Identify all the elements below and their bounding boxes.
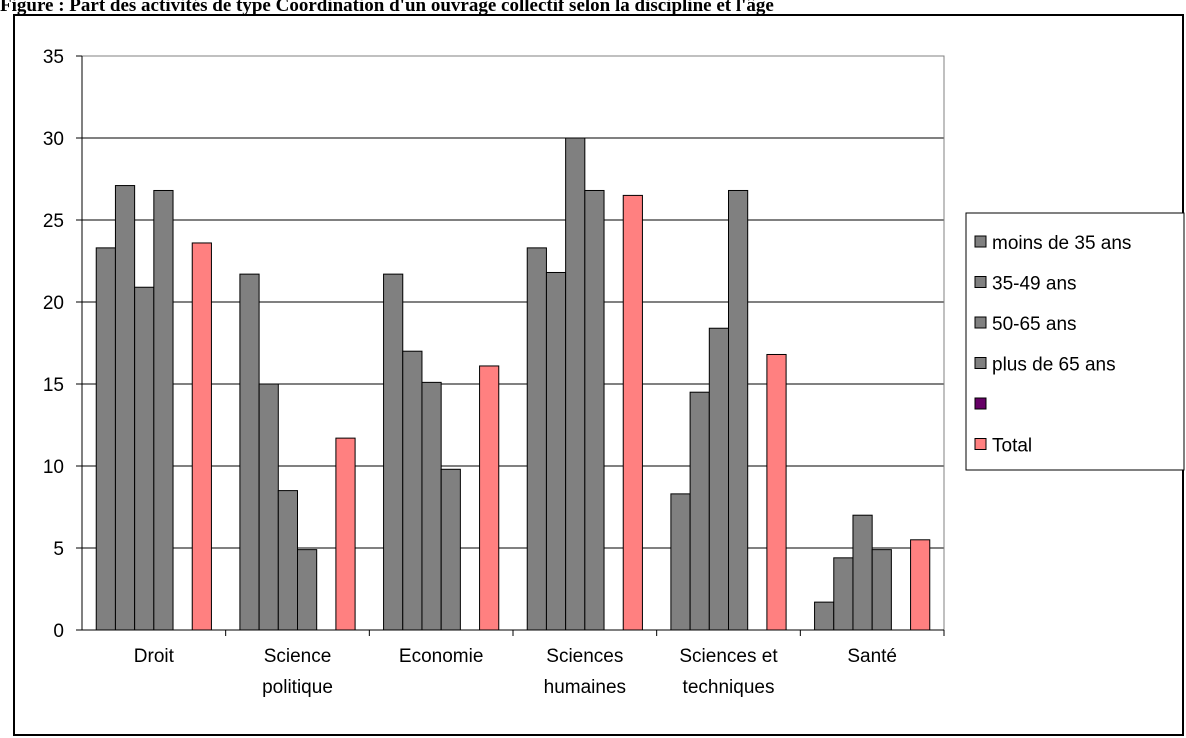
legend-swatch	[974, 438, 987, 450]
legend-swatch	[974, 397, 987, 410]
y-tick-label: 0	[53, 621, 64, 642]
bar	[689, 391, 710, 631]
bar	[728, 189, 749, 631]
bar	[852, 514, 873, 631]
legend-swatch	[974, 357, 987, 369]
y-tick-label: 25	[43, 211, 64, 232]
bar	[191, 242, 212, 631]
bar	[421, 381, 442, 631]
bar	[622, 194, 643, 631]
bar	[239, 273, 260, 631]
x-tick-label: Economie	[399, 646, 484, 667]
legend-label: 35-49 ans	[992, 274, 1077, 295]
legend-label: 50-65 ans	[992, 314, 1077, 335]
bar	[670, 493, 691, 631]
bar	[871, 549, 892, 631]
figure-caption: Figure : Part des activités de type Coor…	[0, 0, 774, 14]
bar	[134, 286, 155, 631]
x-tick-label: Sciences et techniques	[679, 646, 778, 698]
bar	[766, 353, 787, 631]
bar	[440, 468, 461, 631]
legend-label: plus de 65 ans	[992, 355, 1116, 376]
y-tick-label: 15	[43, 375, 64, 396]
bar	[526, 247, 547, 631]
legend-swatch	[974, 235, 987, 248]
bar	[335, 437, 356, 631]
bar	[114, 185, 136, 631]
legend-label: Total	[992, 436, 1032, 457]
x-tick-label: Droit	[134, 646, 175, 667]
y-tick-label: 10	[43, 457, 64, 478]
legend-swatch	[974, 316, 987, 329]
legend-swatch	[974, 276, 987, 288]
bar	[95, 247, 116, 631]
x-tick-label: Sciences humaines	[544, 646, 626, 698]
bar	[584, 189, 605, 631]
bar	[479, 365, 500, 631]
x-tick-label: Science politique	[262, 646, 333, 698]
y-tick-label: 5	[53, 539, 64, 560]
legend-label: moins de 35 ans	[992, 233, 1131, 254]
x-tick-label: Santé	[847, 646, 897, 667]
y-tick-label: 30	[43, 129, 64, 150]
bar	[402, 350, 423, 631]
bar	[383, 273, 404, 631]
y-tick-label: 35	[43, 47, 64, 68]
bar	[910, 539, 931, 631]
y-tick-label: 20	[43, 293, 64, 314]
bar	[833, 557, 854, 631]
bar	[708, 327, 729, 631]
legend: moins de 35 ans 35-49 ans 50-65 ans plus de…	[965, 212, 1185, 471]
bar	[277, 490, 298, 631]
bar	[545, 271, 567, 631]
bar	[565, 137, 586, 631]
bar	[814, 601, 835, 631]
bars	[95, 137, 931, 631]
bar	[153, 189, 174, 631]
bar	[258, 383, 279, 631]
legend-box	[965, 212, 1185, 471]
bar	[297, 549, 318, 631]
axes: 0 5 10 15 20 25 30 35 Droit Science politique Econo…	[43, 47, 945, 698]
